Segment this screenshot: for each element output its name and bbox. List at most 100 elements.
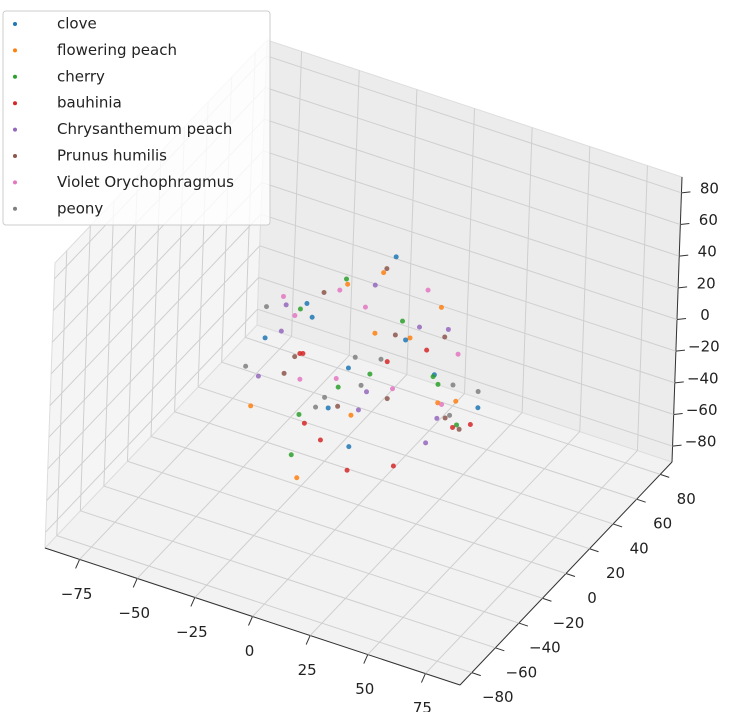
point [278,328,284,334]
z-tick-label: 20 [697,274,716,292]
y-tick [660,473,670,478]
legend-marker [13,154,17,158]
point [442,415,448,421]
y-tick [495,647,505,652]
point [435,381,441,387]
point [300,351,306,357]
point [333,376,339,382]
legend-marker [13,101,17,106]
grid-line [80,510,496,649]
y-tick-label: 80 [677,490,696,508]
legend-marker [13,22,17,26]
y-tick-label: −40 [529,639,561,657]
point [390,463,396,469]
grid-line [46,277,260,501]
x-tick-label: −25 [176,623,208,641]
grid-line [45,308,258,533]
point [392,332,398,338]
point [322,394,328,400]
legend: clove flowering peach cherry bauhinia Chrysa… [2,10,271,226]
point [264,304,269,310]
x-tick-label: −75 [61,585,93,603]
z-tick [675,349,685,352]
point [335,384,341,390]
legend-label: bauhinia [57,94,122,112]
point [309,314,315,320]
z-tick-label: 60 [699,211,718,229]
point [425,287,431,293]
point [384,396,390,402]
x-tick [420,673,426,683]
point [423,440,429,446]
point [424,347,430,353]
point [346,444,352,450]
z-tick-label: 40 [698,243,717,261]
grid-line [127,460,543,599]
point [344,276,349,282]
y-tick [542,597,552,602]
point [454,422,460,428]
point [325,405,331,411]
x-tick-label: 50 [355,680,374,698]
point [434,415,440,421]
legend-marker [13,206,17,211]
z-tick [676,318,687,320]
point [345,365,351,371]
x-tick [248,616,253,626]
z-tick [672,444,682,447]
point [450,424,456,430]
y-tick-label: −60 [506,663,538,681]
grid-line [174,411,590,550]
point [337,287,343,293]
z-tick-label: −40 [687,369,719,387]
legend-label: Violet Orychophragmus [57,173,234,191]
legend-marker [13,180,17,185]
grid-line [260,213,677,352]
grid-line [56,535,472,674]
point [283,302,289,308]
legend-marker [13,74,17,79]
point [255,373,261,379]
point [317,437,323,443]
grid-line [266,55,682,194]
y-tick [636,498,646,503]
x-tick-label: 75 [413,699,432,712]
point [344,467,350,473]
legend-label: Chrysanthemum peach [57,120,232,138]
grid-line [262,150,679,289]
point [453,398,459,404]
y-tick [612,523,623,528]
z-tick [678,286,688,289]
point [442,334,448,340]
point [292,354,298,360]
point [475,405,481,411]
legend-label: flowering peach [57,41,177,59]
point [435,400,441,406]
point [455,351,461,357]
point [384,359,390,365]
point [243,363,249,369]
point [304,301,310,307]
point [292,313,298,319]
point [381,270,387,276]
point [281,370,287,376]
point [438,304,444,310]
z-tick-label: −20 [688,338,720,356]
grid-line [258,277,674,415]
y-tick [589,548,599,553]
y-tick-label: 20 [606,564,625,582]
legend-marker [13,127,17,132]
y-tick-label: 60 [653,515,672,533]
point [393,254,399,260]
point [364,389,369,395]
point [384,266,390,272]
point [378,356,384,362]
grid-line [47,245,261,470]
legend-box [2,10,271,226]
point [403,337,409,343]
point [321,290,327,295]
grid-line [257,308,673,447]
grid-line [221,361,637,500]
legend-label: clove [57,15,97,33]
point [296,411,302,417]
